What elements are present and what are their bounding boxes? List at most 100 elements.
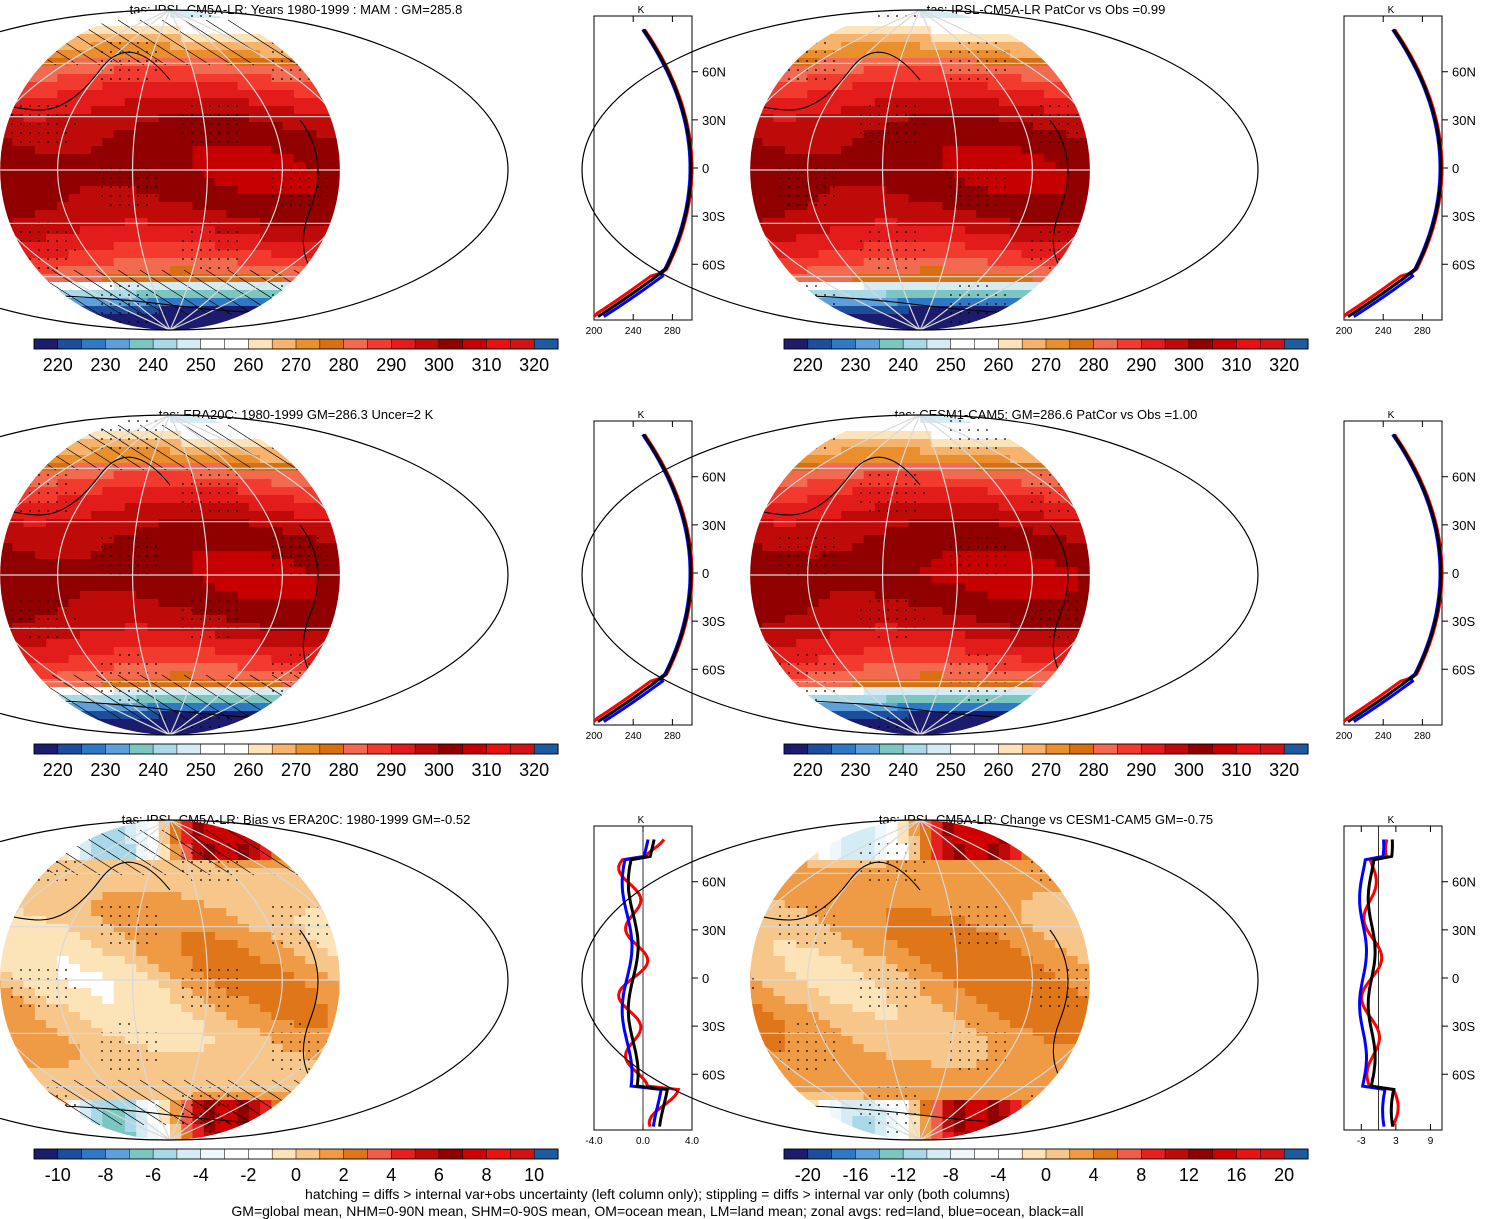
zonal-x-tick-label: 280: [1414, 731, 1431, 742]
colorbar-tick-label: 10: [524, 1165, 544, 1185]
colorbar-swatch: [1141, 1149, 1165, 1159]
colorbar-tick-label: -10: [45, 1165, 71, 1185]
colorbar-swatch: [177, 1149, 201, 1159]
colorbar-swatch: [391, 339, 415, 349]
colorbar-swatch: [855, 1149, 879, 1159]
colorbar-swatch: [879, 339, 903, 349]
colorbar-swatch: [58, 1149, 82, 1159]
colorbar-swatch: [415, 744, 439, 754]
colorbar-swatch: [272, 339, 296, 349]
colorbar-tick-label: -20: [795, 1165, 821, 1185]
colorbar-tick-label: 2: [339, 1165, 349, 1185]
colorbar-swatch: [1046, 744, 1070, 754]
colorbar-swatch: [34, 1149, 58, 1159]
colorbar-swatch: [1046, 339, 1070, 349]
zonal-x-tick-label: 240: [1375, 326, 1392, 337]
panel-title: tas: IPSL-CM5A-LR PatCor vs Obs =0.99: [927, 2, 1166, 17]
zonal-unit-label: K: [638, 5, 645, 16]
colorbar-tick-label: 230: [90, 760, 120, 780]
colorbar-swatch: [105, 744, 129, 754]
colorbar-swatch: [391, 744, 415, 754]
zonal-lat-label: 30N: [1452, 923, 1476, 938]
colorbar-swatch: [34, 339, 58, 349]
colorbar-tick-label: 6: [434, 1165, 444, 1185]
colorbar-tick-label: 8: [1136, 1165, 1146, 1185]
colorbar-swatch: [439, 1149, 463, 1159]
colorbar-swatch: [391, 1149, 415, 1159]
colorbar-swatch: [879, 744, 903, 754]
zonal-x-tick-label: 200: [586, 731, 603, 742]
colorbar-tick-label: 220: [43, 760, 73, 780]
colorbar-swatch: [1117, 1149, 1141, 1159]
zonal-x-tick-label: 240: [1375, 731, 1392, 742]
zonal-unit-label: K: [1388, 5, 1395, 16]
colorbar-swatch: [201, 339, 225, 349]
colorbar-tick-label: 310: [472, 355, 502, 375]
colorbar-tick-label: -8: [943, 1165, 959, 1185]
colorbar-swatch: [415, 1149, 439, 1159]
colorbar-swatch: [344, 339, 368, 349]
zonal-axes: [594, 421, 692, 725]
colorbar-swatch: [855, 744, 879, 754]
zonal-lat-label: 30N: [702, 518, 726, 533]
colorbar-tick-label: -6: [145, 1165, 161, 1185]
colorbar-swatch: [903, 1149, 927, 1159]
colorbar-swatch: [248, 1149, 272, 1159]
colorbar-swatch: [296, 339, 320, 349]
colorbar-tick-label: 230: [840, 355, 870, 375]
colorbar-swatch: [1237, 339, 1261, 349]
colorbar-swatch: [463, 339, 487, 349]
colorbar-swatch: [1165, 1149, 1189, 1159]
zonal-x-tick-label: 280: [1414, 326, 1431, 337]
colorbar-tick-label: 250: [936, 355, 966, 375]
colorbar-tick-label: 290: [1126, 760, 1156, 780]
colorbar-tick-label: 300: [1174, 355, 1204, 375]
colorbar-swatch: [153, 744, 177, 754]
zonal-lat-label: 60N: [1452, 470, 1476, 485]
colorbar-tick-label: -4: [193, 1165, 209, 1185]
colorbar-swatch: [272, 744, 296, 754]
colorbar-tick-label: 270: [281, 355, 311, 375]
colorbar-swatch: [463, 744, 487, 754]
colorbar-swatch: [296, 744, 320, 754]
colorbar-swatch: [510, 339, 534, 349]
colorbar-tick-label: 230: [840, 760, 870, 780]
colorbar-tick-label: 320: [519, 760, 549, 780]
colorbar-tick-label: 310: [1222, 760, 1252, 780]
colorbar-swatch: [927, 1149, 951, 1159]
colorbar-swatch: [1022, 744, 1046, 754]
colorbar-swatch: [1189, 744, 1213, 754]
colorbar-swatch: [855, 339, 879, 349]
panel-p3: tas: ERA20C: 1980-1999 GM=286.3 Uncer=2 …: [0, 407, 760, 780]
colorbar-tick-label: 320: [1269, 355, 1299, 375]
colorbar-swatch: [487, 744, 511, 754]
colorbar-swatch: [534, 1149, 558, 1159]
colorbar-tick-label: -2: [240, 1165, 256, 1185]
colorbar-swatch: [1189, 339, 1213, 349]
colorbar-tick-label: 250: [186, 760, 216, 780]
colorbar-swatch: [1165, 744, 1189, 754]
colorbar-tick-label: 220: [793, 760, 823, 780]
colorbar-swatch: [1260, 1149, 1284, 1159]
colorbar-swatch: [903, 339, 927, 349]
colorbar-tick-label: 220: [793, 355, 823, 375]
colorbar-swatch: [927, 744, 951, 754]
zonal-x-tick-label: 4.0: [685, 1136, 699, 1147]
colorbar-swatch: [1022, 339, 1046, 349]
colorbar-tick-label: -8: [97, 1165, 113, 1185]
colorbar-tick-label: 310: [472, 760, 502, 780]
zonal-x-tick-label: 240: [625, 326, 642, 337]
zonal-lat-label: 0: [702, 161, 709, 176]
colorbar-swatch: [1094, 744, 1118, 754]
colorbar-tick-label: 270: [1031, 760, 1061, 780]
colorbar-swatch: [320, 339, 344, 349]
colorbar-swatch: [344, 744, 368, 754]
colorbar-swatch: [927, 339, 951, 349]
zonal-lat-label: 60S: [1452, 662, 1475, 677]
colorbar-swatch: [1117, 339, 1141, 349]
zonal-axes: [1344, 826, 1442, 1130]
colorbar-swatch: [1022, 1149, 1046, 1159]
zonal-lat-label: 0: [1452, 566, 1459, 581]
zonal-axes: [1344, 421, 1442, 725]
